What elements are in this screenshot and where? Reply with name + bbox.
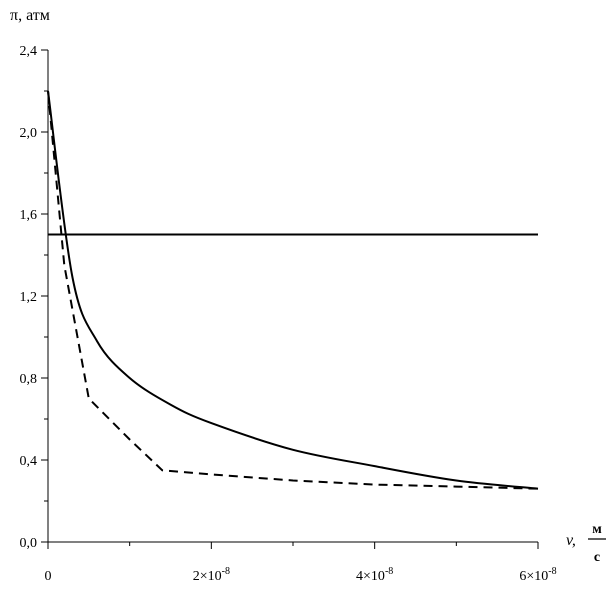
series-line-1 xyxy=(47,90,539,490)
series-layer xyxy=(47,90,539,490)
x-tick-label: 4×10-8 xyxy=(356,566,393,584)
axes: 0,0 0,4 0,8 1,2 1,6 2,0 2,4 0 2×10-8 4×10-8 6×10-8 xyxy=(20,44,557,584)
x-axis-unit-denominator: с xyxy=(594,550,600,565)
y-tick-label: 2,4 xyxy=(20,44,38,59)
y-tick-label: 1,2 xyxy=(20,290,38,305)
x-axis-title: v, xyxy=(566,532,576,549)
x-tick-label: 2×10-8 xyxy=(193,566,230,584)
y-tick-label: 0,0 xyxy=(20,536,38,551)
y-tick-label: 1,6 xyxy=(20,208,38,223)
y-axis-title: π, атм xyxy=(10,7,50,24)
x-axis-unit-numerator: м xyxy=(592,522,602,537)
x-tick-label: 6×10-8 xyxy=(519,566,556,584)
y-tick-label: 0,8 xyxy=(20,372,38,387)
x-tick-label: 0 xyxy=(45,569,52,584)
y-tick-label: 2,0 xyxy=(20,126,38,141)
series-line-2 xyxy=(47,90,539,490)
y-tick-label: 0,4 xyxy=(20,454,38,469)
labels: π, атм v, м с xyxy=(10,7,606,565)
